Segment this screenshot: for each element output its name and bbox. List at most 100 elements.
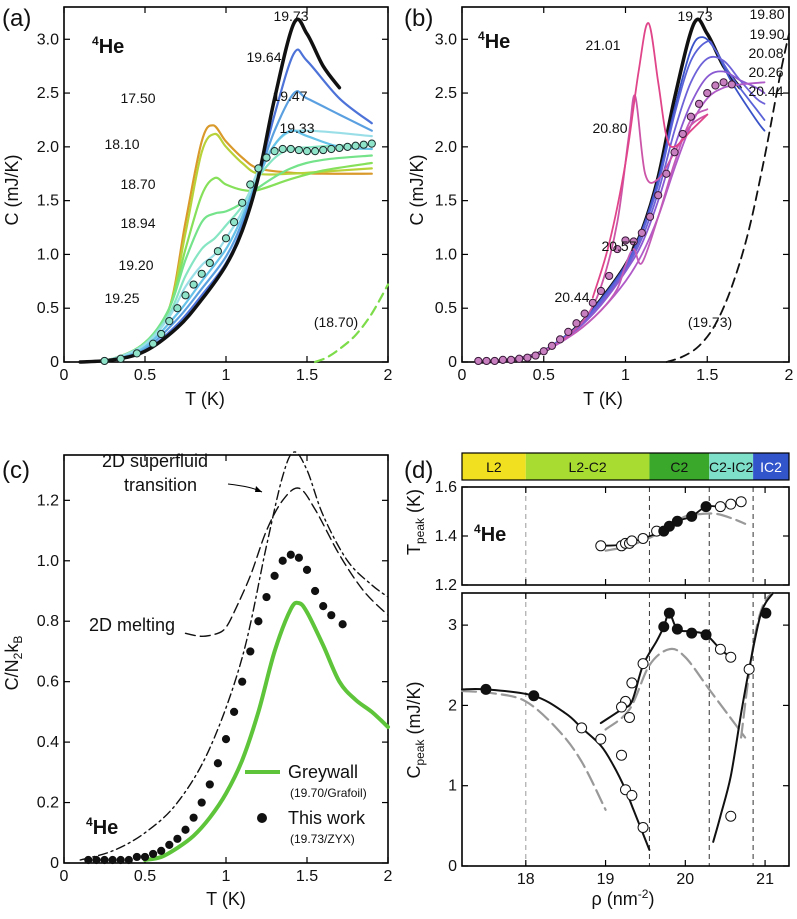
phase-band-C2 bbox=[649, 453, 710, 480]
data-point-a bbox=[327, 144, 336, 154]
data-point-a bbox=[319, 145, 328, 155]
phase-band-L2-C2 bbox=[525, 453, 650, 480]
phase-band-label-C2: C2 bbox=[670, 459, 688, 475]
data-point-b bbox=[515, 354, 524, 363]
data-point-c bbox=[262, 592, 271, 602]
axis-c-ytick-label: 0.6 bbox=[37, 674, 59, 691]
annotation-melting: 2D melting bbox=[89, 615, 175, 635]
ylabel-b: C (mJ/K) bbox=[407, 155, 427, 226]
cpeak-open-point bbox=[626, 677, 638, 689]
cpeak-open-point bbox=[595, 733, 607, 745]
data-point-a bbox=[254, 164, 263, 173]
axis-a-ytick-label: 3.0 bbox=[37, 31, 59, 48]
data-point-a bbox=[278, 144, 287, 154]
data-point-a bbox=[116, 354, 125, 363]
axis-c-ytick-label: 1.0 bbox=[37, 553, 59, 570]
axis-d-top-ytick-label: 1.6 bbox=[435, 479, 457, 496]
data-point-b bbox=[474, 356, 483, 366]
curve-label-a-19-20: 19.20 bbox=[118, 257, 153, 273]
data-point-c bbox=[311, 586, 320, 596]
axis-b-ytick-label: 2.5 bbox=[435, 85, 457, 102]
curve-label-a-18-94: 18.94 bbox=[120, 215, 155, 231]
phase-band-IC2 bbox=[753, 453, 789, 480]
phase-band-C2-IC2 bbox=[709, 453, 754, 480]
data-point-b bbox=[621, 236, 630, 245]
panel-label-d: (d) bbox=[404, 457, 433, 484]
tpeak-open-point bbox=[637, 532, 649, 544]
axis-a-xtick-label: 0 bbox=[60, 367, 69, 384]
axis-b-ytick-label: 3.0 bbox=[435, 31, 457, 48]
data-point-b bbox=[727, 80, 736, 89]
data-point-c bbox=[319, 602, 328, 611]
axis-d-bottom-xtick-label: 19 bbox=[597, 871, 615, 888]
data-point-a bbox=[246, 180, 255, 189]
cpeak-open-point bbox=[637, 821, 649, 833]
cpeak-open-point bbox=[623, 711, 635, 723]
data-point-c bbox=[270, 571, 279, 580]
series-a-19-33 bbox=[79, 129, 373, 364]
cpeak-open-point bbox=[616, 701, 628, 713]
panel-label-b: (b) bbox=[404, 5, 433, 32]
curve-label-a-19-47: 19.47 bbox=[272, 88, 307, 104]
data-point-b bbox=[482, 356, 491, 366]
data-point-c bbox=[100, 855, 109, 865]
data-point-a bbox=[221, 234, 231, 243]
data-point-c bbox=[116, 855, 125, 865]
axis-b-ytick-label: 2.0 bbox=[435, 139, 457, 156]
data-point-b bbox=[556, 335, 565, 344]
cpeak-filled-point bbox=[663, 607, 675, 619]
data-point-c bbox=[254, 617, 263, 626]
data-point-b bbox=[670, 148, 679, 157]
data-point-b bbox=[596, 286, 606, 296]
curve-label-b-20-08: 20.08 bbox=[748, 45, 783, 61]
data-point-c bbox=[327, 611, 336, 620]
phase-band-label-L2-C2: L2-C2 bbox=[569, 459, 607, 475]
data-point-a bbox=[157, 329, 166, 339]
data-point-a bbox=[311, 147, 320, 156]
data-point-b bbox=[490, 356, 499, 366]
axis-b-xtick-label: 0 bbox=[458, 367, 467, 384]
curve-label-a-18-70: (18.70) bbox=[314, 314, 358, 330]
axis-a-ytick-label: 2.5 bbox=[37, 85, 59, 102]
cpeak-filled-point bbox=[760, 607, 772, 619]
data-point-a bbox=[132, 349, 141, 358]
data-point-c bbox=[173, 834, 182, 843]
data-point-c bbox=[238, 677, 247, 686]
series-b-21-01 bbox=[591, 22, 709, 299]
data-point-c bbox=[165, 840, 174, 849]
data-point-b bbox=[523, 353, 532, 362]
curve-label-a-18-70: 18.70 bbox=[120, 176, 155, 192]
axis-a-ytick-label: 0.5 bbox=[37, 300, 59, 317]
data-point-b bbox=[645, 212, 655, 221]
axis-c-ytick-label: 0.2 bbox=[37, 795, 59, 812]
axis-d-bottom-ytick-label: 0 bbox=[448, 858, 457, 875]
data-point-a bbox=[165, 317, 174, 326]
cpeak-open-point bbox=[626, 789, 638, 801]
panel-a: 0 0.5 1 1.5 2 0 0.5 1.0 1.5 2.0 2.5 3.0 19.73 19.64 19… bbox=[37, 6, 393, 384]
data-point-a bbox=[359, 140, 368, 149]
xlabel-c: T (K) bbox=[206, 889, 246, 909]
data-point-c bbox=[92, 855, 101, 865]
legend-this-work-note: (19.73/ZYX) bbox=[290, 832, 355, 846]
cpeak-open-point bbox=[743, 663, 755, 675]
data-point-b bbox=[564, 327, 573, 336]
cpeak-filled-point bbox=[671, 623, 683, 635]
curve-label-b-20-80: 20.80 bbox=[592, 120, 627, 136]
annotation-arrowhead bbox=[255, 486, 262, 492]
curve-label-a-18-10: 18.10 bbox=[104, 136, 139, 152]
panel-b: 0 0.5 1 1.5 2 0 0.5 1.0 1.5 2.0 2.5 3.0 19.73 19.80 19… bbox=[435, 6, 794, 384]
panel-c: 0 0.5 1 1.5 2 0 0.2 0.4 0.6 0.8 1.0 1.2 bbox=[37, 451, 393, 885]
axis-a-xtick-label: 1.5 bbox=[296, 367, 318, 384]
species-label-b: 4He bbox=[478, 29, 510, 53]
data-point-c bbox=[132, 852, 141, 862]
tpeak-filled-point bbox=[671, 515, 683, 527]
cpeak-open-point bbox=[714, 643, 726, 655]
axis-c-xtick-label: 0.5 bbox=[134, 868, 156, 885]
xlabel-b: T (K) bbox=[583, 389, 623, 409]
curve-label-a-19-64: 19.64 bbox=[246, 49, 281, 65]
data-point-a bbox=[270, 147, 279, 156]
ylabel-cpeak: Cpeak (mJ/K) bbox=[404, 681, 427, 778]
cpeak-curve-1 bbox=[461, 687, 651, 851]
curve-label-a-17-50: 17.50 bbox=[120, 90, 155, 106]
tpeak-open-point bbox=[595, 540, 607, 552]
